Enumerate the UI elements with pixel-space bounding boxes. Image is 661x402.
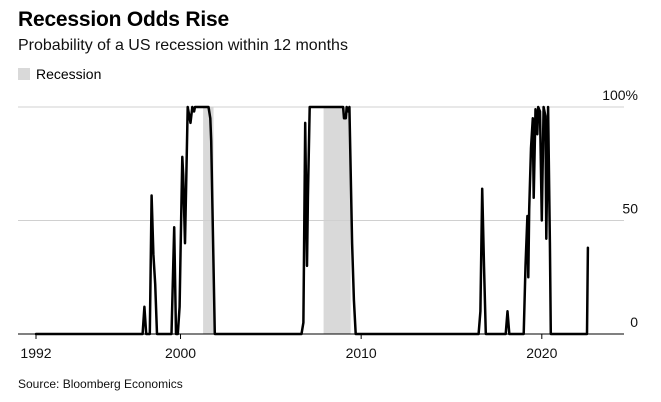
y-tick-label-100: 100% bbox=[602, 87, 638, 103]
series-line-0 bbox=[34, 105, 590, 336]
chart-title: Recession Odds Rise bbox=[18, 8, 229, 31]
legend-recession-swatch bbox=[18, 68, 30, 80]
x-axis-ticks: 1992 2000 2010 2020 bbox=[20, 334, 558, 361]
y-tick-label-50: 50 bbox=[622, 201, 638, 217]
legend-recession-label: Recession bbox=[36, 66, 102, 82]
source-note: Source: Bloomberg Economics bbox=[18, 377, 183, 391]
x-tick-label-2010: 2010 bbox=[346, 345, 377, 361]
chart-subtitle: Probability of a US recession within 12 … bbox=[18, 37, 348, 54]
y-tick-label-0: 0 bbox=[630, 314, 638, 330]
x-tick-label-1992: 1992 bbox=[20, 345, 51, 361]
y-axis-ticks: 0 50 100% bbox=[602, 87, 638, 330]
series-lines bbox=[34, 105, 590, 336]
x-tick-label-2000: 2000 bbox=[165, 345, 196, 361]
legend: Recession bbox=[18, 66, 101, 82]
x-tick-label-2020: 2020 bbox=[526, 345, 557, 361]
